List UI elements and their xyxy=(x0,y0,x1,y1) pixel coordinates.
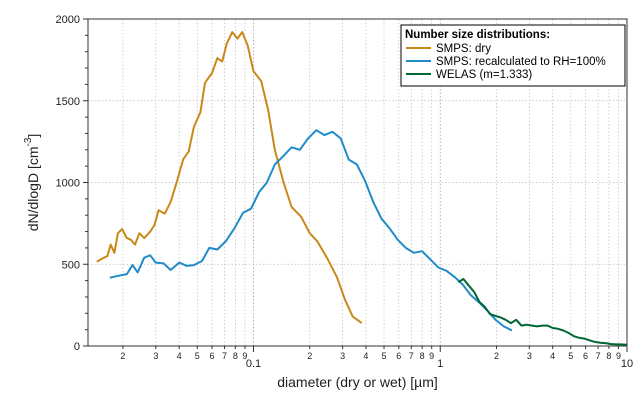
x-minor-tick-label: 3 xyxy=(340,351,345,361)
x-tick-label: 1 xyxy=(437,358,443,370)
x-minor-tick-label: 4 xyxy=(550,351,555,361)
legend-title: Number size distributions: xyxy=(405,29,550,41)
series-layer xyxy=(96,31,628,346)
x-minor-tick-label: 9 xyxy=(616,351,621,361)
x-minor-tick-label: 8 xyxy=(233,351,238,361)
x-minor-tick-label: 2 xyxy=(307,351,312,361)
series-line-3 xyxy=(457,278,628,346)
y-axis-title: dN/dlogD [cm-3] xyxy=(23,134,41,232)
legend: Number size distributions: SMPS: drySMPS… xyxy=(400,24,626,87)
axes: 2 3 4 5 6 7 8 9 2 3 4 5 6 7 8 9 2 3 4 5 6 7 8 90.1 1 100500100015… xyxy=(56,14,634,370)
y-tick-label: 1500 xyxy=(56,96,80,108)
x-axis-title: diameter (dry or wet) [µm] xyxy=(277,374,438,390)
x-minor-tick-label: 3 xyxy=(527,351,532,361)
y-tick-label: 0 xyxy=(74,341,80,353)
x-minor-tick-label: 7 xyxy=(222,351,227,361)
y-tick-label: 2000 xyxy=(56,14,80,26)
grid-lines xyxy=(88,19,627,346)
y-axis-title-superscript: -3 xyxy=(23,137,34,146)
legend-label-1: SMPS: dry xyxy=(436,43,491,55)
legend-label-2: SMPS: recalculated to RH=100% xyxy=(436,56,606,68)
x-minor-tick-label: 7 xyxy=(409,351,414,361)
legend-box xyxy=(400,24,626,87)
x-minor-tick-label: 9 xyxy=(429,351,434,361)
x-minor-tick-label: 5 xyxy=(195,351,200,361)
series-line-2 xyxy=(109,129,513,332)
y-axis-title-main: dN/dlogD [cm xyxy=(25,146,41,231)
x-tick-label: 0.1 xyxy=(246,358,261,370)
y-tick-label: 500 xyxy=(62,259,80,271)
x-minor-tick-label: 7 xyxy=(596,351,601,361)
x-minor-tick-label: 9 xyxy=(242,351,247,361)
x-minor-tick-label: 6 xyxy=(210,351,215,361)
legend-label-3: WELAS (m=1.333) xyxy=(436,69,532,81)
x-minor-tick-label: 5 xyxy=(382,351,387,361)
y-axis-title-close: ] xyxy=(25,134,41,138)
x-minor-tick-label: 6 xyxy=(396,351,401,361)
x-tick-label: 10 xyxy=(621,358,633,370)
x-minor-tick-label: 8 xyxy=(606,351,611,361)
x-minor-tick-label: 4 xyxy=(177,351,182,361)
x-minor-tick-label: 3 xyxy=(153,351,158,361)
y-tick-label: 1000 xyxy=(56,178,80,190)
x-minor-tick-label: 5 xyxy=(568,351,573,361)
x-minor-tick-label: 2 xyxy=(120,351,125,361)
x-minor-tick-label: 8 xyxy=(420,351,425,361)
series-line-1 xyxy=(96,31,363,324)
x-minor-tick-label: 6 xyxy=(583,351,588,361)
x-minor-tick-label: 2 xyxy=(494,351,499,361)
x-minor-tick-label: 4 xyxy=(363,351,368,361)
